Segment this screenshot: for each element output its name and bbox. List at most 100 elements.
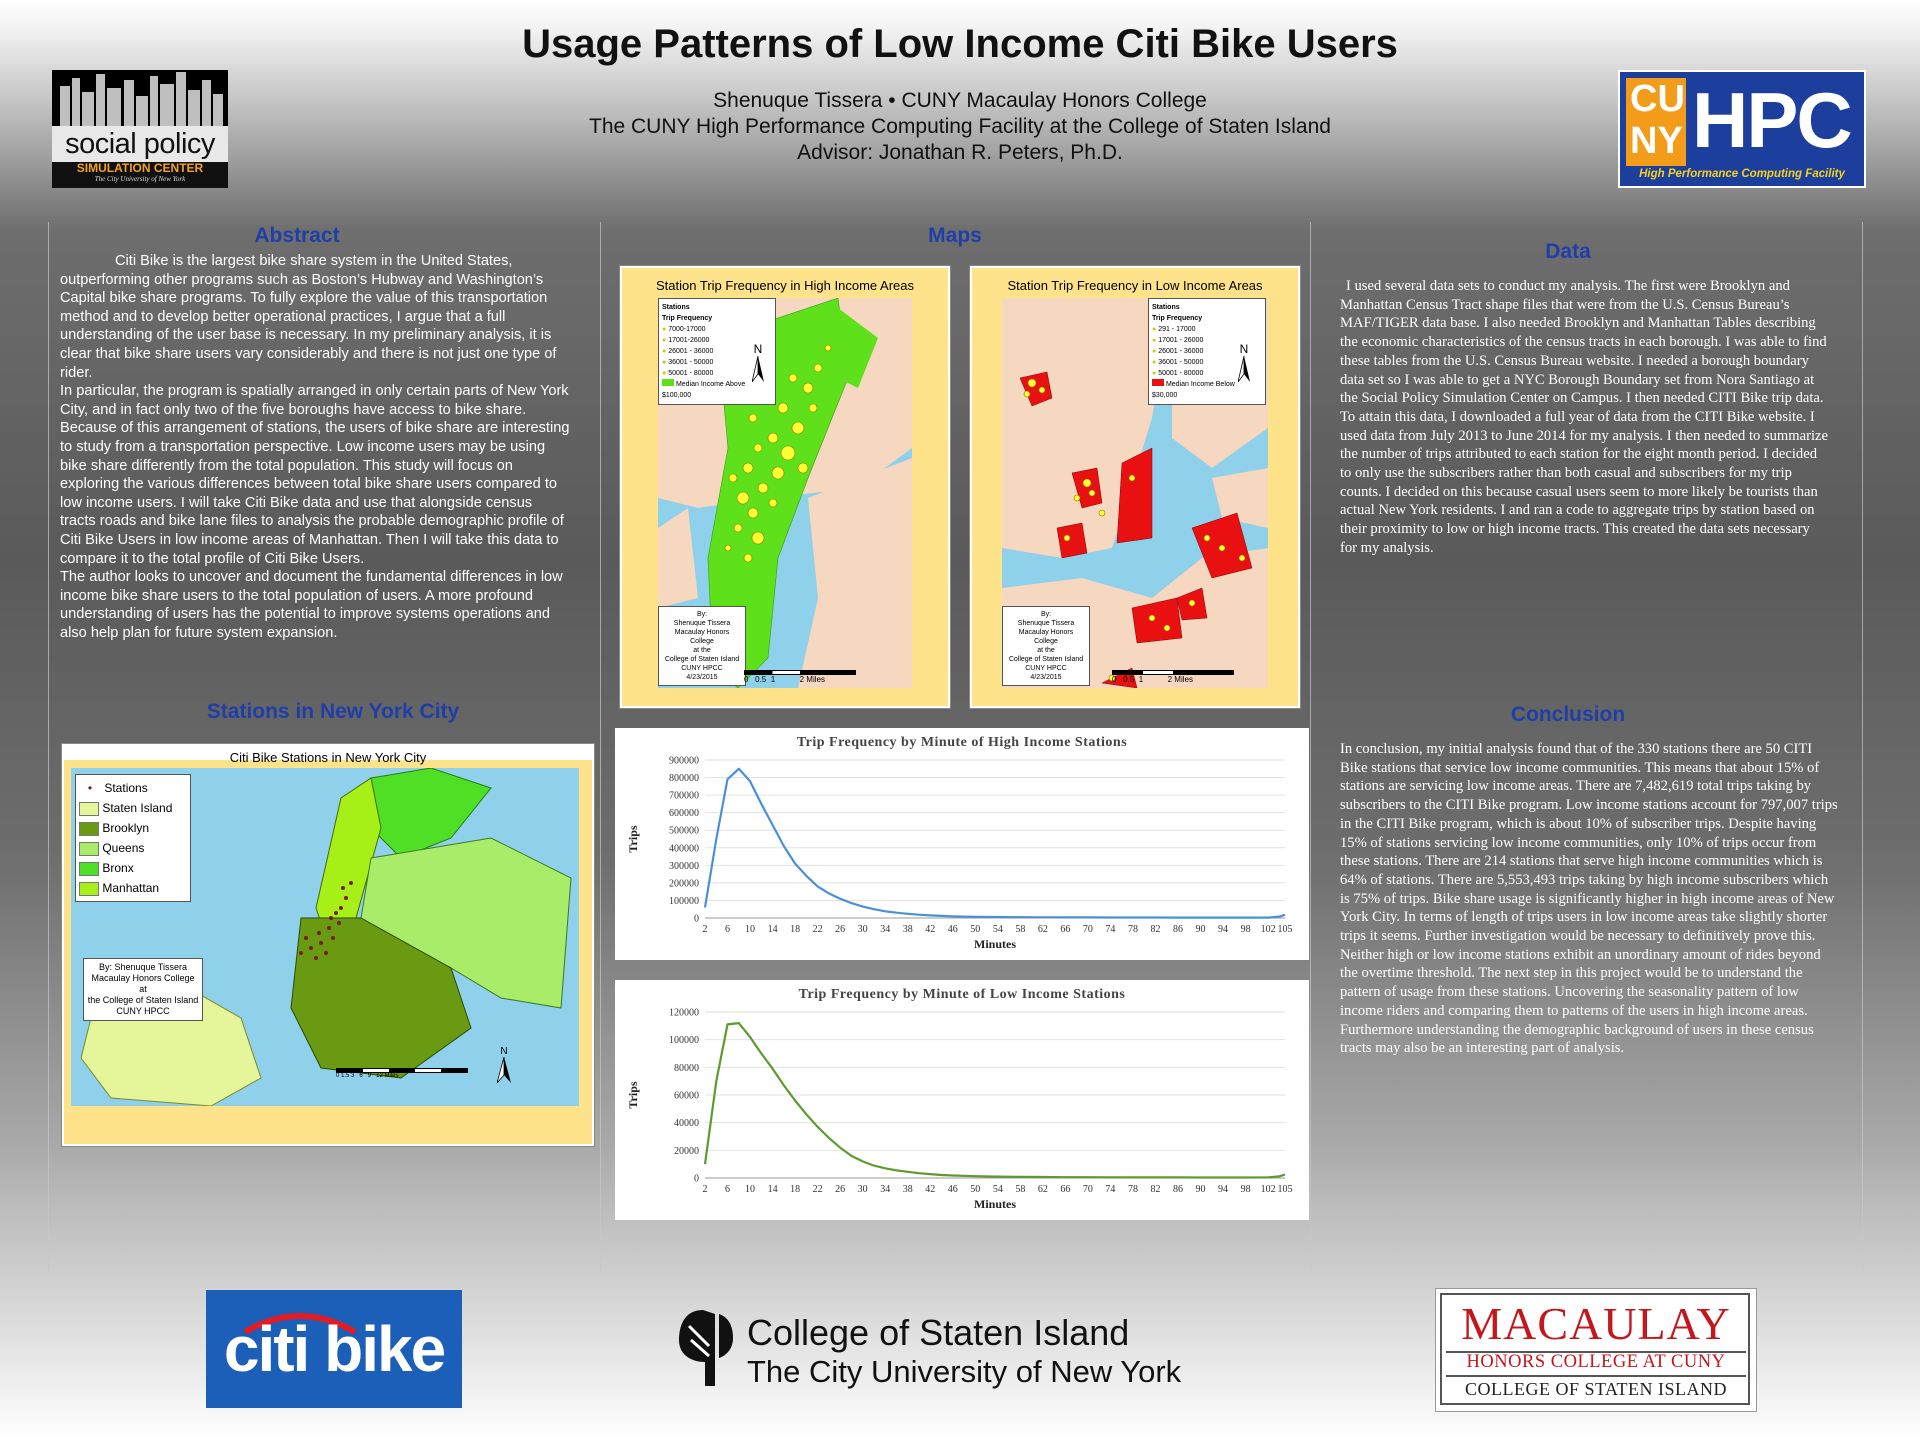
y-tick-label: 200000 xyxy=(669,878,699,889)
x-tick-label: 98 xyxy=(1241,1184,1251,1195)
low-income-line-chart: Trip Frequency by Minute of Low Income S… xyxy=(626,987,1293,1211)
y-tick-label: 900000 xyxy=(669,756,699,767)
north-arrow-icon: N xyxy=(751,342,764,385)
x-tick-label: 66 xyxy=(1060,924,1070,935)
nyc-scale-bar: 0 1.5 3 6 9 12 Miles xyxy=(336,1068,468,1079)
low-map-credit: By: Shenuque Tissera Macaulay Honors Colle… xyxy=(1002,606,1090,686)
x-tick-label: 86 xyxy=(1173,924,1183,935)
north-arrow-icon: N xyxy=(1237,342,1250,385)
x-axis-label: Minutes xyxy=(974,1197,1016,1211)
brooklyn-shape xyxy=(290,917,472,1079)
x-tick-label: 10 xyxy=(745,1184,755,1195)
high-income-line-chart: Trip Frequency by Minute of High Income … xyxy=(626,735,1293,951)
citibike-logo: citi bike xyxy=(206,1290,462,1408)
author-line: Shenuque Tissera • CUNY Macaulay Honors … xyxy=(713,89,1207,112)
x-tick-label: 105 xyxy=(1278,924,1293,935)
x-tick-label: 82 xyxy=(1150,1184,1160,1195)
low-map-title: Station Trip Frequency in Low Income Are… xyxy=(1007,278,1263,293)
simulation-center-text: SIMULATION CENTER xyxy=(52,162,228,175)
macaulay-logo: MACAULAY HONORS COLLEGE AT CUNY COLLEGE … xyxy=(1435,1288,1757,1412)
advisor-line: Advisor: Jonathan R. Peters, Ph.D. xyxy=(797,141,1123,164)
low-income-map: Station Trip Frequency in Low Income Are… xyxy=(970,266,1300,708)
x-tick-label: 30 xyxy=(858,924,868,935)
data-body: I used several data sets to conduct my a… xyxy=(1340,278,1828,556)
csi-mark-icon xyxy=(679,1310,733,1386)
maps-heading: Maps xyxy=(928,224,982,247)
csi-subtitle: The City University of New York xyxy=(747,1354,1182,1389)
x-tick-label: 10 xyxy=(745,924,755,935)
hpc-subtitle: High Performance Computing Facility xyxy=(1639,168,1845,180)
x-tick-label: 105 xyxy=(1278,1184,1293,1195)
x-tick-label: 78 xyxy=(1128,924,1138,935)
legend-item: Brooklyn xyxy=(79,818,187,838)
x-tick-label: 102 xyxy=(1261,1184,1276,1195)
conclusion-heading: Conclusion xyxy=(1510,703,1626,726)
x-tick-label: 90 xyxy=(1196,924,1206,935)
x-tick-label: 38 xyxy=(903,1184,913,1195)
divider-center-left xyxy=(600,222,601,1272)
high-map-area: Stations Trip Frequency ● 7000-17000 ● 1… xyxy=(658,298,912,688)
x-tick-label: 94 xyxy=(1218,1184,1228,1195)
x-tick-label: 18 xyxy=(790,1184,800,1195)
legend-item: • Stations xyxy=(87,781,148,795)
y-axis-label: Trips xyxy=(626,1081,640,1108)
x-tick-label: 46 xyxy=(948,924,958,935)
y-tick-label: 800000 xyxy=(669,773,699,784)
x-tick-label: 66 xyxy=(1060,1184,1070,1195)
y-tick-label: 300000 xyxy=(669,861,699,872)
legend-item: Manhattan xyxy=(79,878,187,898)
y-tick-label: 120000 xyxy=(669,1008,699,1019)
legend-item: ● 26001 - 36000 xyxy=(1152,348,1204,355)
x-axis-label: Minutes xyxy=(974,937,1016,951)
csi-name: College of Staten Island xyxy=(747,1312,1130,1353)
poster-authors: Shenuque Tissera • CUNY Macaulay Honors … xyxy=(0,88,1920,166)
y-tick-label: 60000 xyxy=(674,1091,699,1102)
conclusion-body: In conclusion, my initial analysis found… xyxy=(1340,741,1838,1057)
x-tick-label: 46 xyxy=(948,1184,958,1195)
y-tick-label: 400000 xyxy=(669,843,699,854)
x-tick-label: 62 xyxy=(1038,1184,1048,1195)
x-tick-label: 62 xyxy=(1038,924,1048,935)
legend-item: ● 50001 - 80000 xyxy=(1152,370,1204,377)
x-tick-label: 70 xyxy=(1083,1184,1093,1195)
x-tick-label: 74 xyxy=(1105,1184,1115,1195)
x-tick-label: 30 xyxy=(858,1184,868,1195)
x-tick-label: 82 xyxy=(1150,924,1160,935)
ny-text: NY xyxy=(1630,120,1683,162)
macaulay-campus: COLLEGE OF STATEN ISLAND xyxy=(1464,1379,1728,1399)
stations-heading: Stations in New York City xyxy=(206,700,460,723)
legend-item: ● 36001 - 50000 xyxy=(662,359,714,366)
series-line xyxy=(703,1022,1286,1179)
facility-line: The CUNY High Performance Computing Faci… xyxy=(589,115,1331,138)
y-tick-label: 500000 xyxy=(669,826,699,837)
x-tick-label: 42 xyxy=(925,1184,935,1195)
x-tick-label: 18 xyxy=(790,924,800,935)
low-scale-bar: 0 0.5 1 2 Miles xyxy=(1112,670,1234,684)
x-tick-label: 78 xyxy=(1128,1184,1138,1195)
skyline-icon xyxy=(52,70,228,128)
legend-item: Bronx xyxy=(79,858,187,878)
x-tick-label: 98 xyxy=(1241,924,1251,935)
x-tick-label: 22 xyxy=(813,1184,823,1195)
x-tick-label: 26 xyxy=(835,1184,845,1195)
macaulay-name: MACAULAY xyxy=(1461,1298,1731,1349)
nyc-map-credit: By: Shenuque Tissera Macaulay Honors Coll… xyxy=(83,958,203,1021)
divider-right xyxy=(1862,222,1863,1272)
station-dots xyxy=(724,344,832,563)
x-tick-label: 38 xyxy=(903,924,913,935)
y-tick-label: 600000 xyxy=(669,808,699,819)
social-policy-logo: social policy SIMULATION CENTER The City… xyxy=(52,70,228,188)
x-tick-label: 14 xyxy=(768,1184,778,1195)
cuny-hpc-logo: CU NY HPC High Performance Computing Fac… xyxy=(1618,70,1866,188)
legend-item: Queens xyxy=(79,838,187,858)
citibike-text: citi bike xyxy=(223,1313,446,1385)
legend-item: ● 50001 - 80000 xyxy=(662,370,714,377)
divider-center-right xyxy=(1310,222,1311,1272)
x-tick-label: 102 xyxy=(1261,924,1276,935)
x-tick-label: 34 xyxy=(880,1184,890,1195)
high-income-tracts xyxy=(658,298,912,688)
legend-item: Median Income Above $100,000 xyxy=(662,379,746,399)
y-tick-label: 100000 xyxy=(669,896,699,907)
y-tick-label: 700000 xyxy=(669,791,699,802)
divider-left xyxy=(48,222,49,1272)
